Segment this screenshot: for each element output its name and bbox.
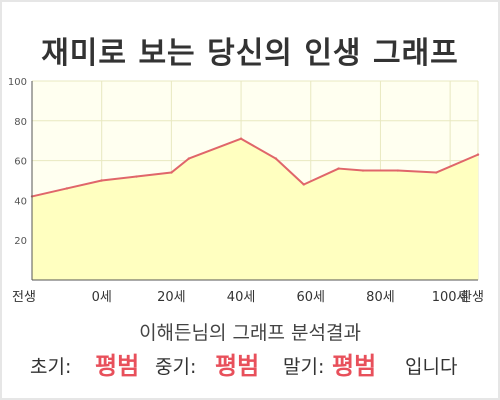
x-tick-label: 환생 bbox=[460, 290, 484, 305]
result-suffix: 입니다 bbox=[405, 356, 458, 378]
x-tick-label: 40세 bbox=[227, 290, 256, 305]
x-tick-label: 0세 bbox=[92, 290, 112, 305]
y-tick-label: 20 bbox=[14, 236, 27, 247]
x-tick-label: 60세 bbox=[296, 290, 325, 305]
x-tick-label: 전생 bbox=[12, 290, 36, 305]
early-value: 평범 bbox=[95, 352, 140, 380]
result-summary: 초기: 평범 중기: 평범 말기: 평범 입니다 bbox=[0, 344, 500, 380]
data-point bbox=[187, 157, 190, 160]
data-point bbox=[361, 169, 365, 172]
late-value: 평범 bbox=[332, 352, 377, 380]
y-tick-label: 80 bbox=[14, 117, 27, 128]
middle-label: 중기: bbox=[155, 356, 197, 378]
result-heading: 이해든님의 그래프 분석결과 bbox=[139, 322, 361, 344]
data-point bbox=[476, 153, 480, 156]
data-point bbox=[302, 183, 305, 186]
y-tick-label: 100 bbox=[8, 77, 27, 88]
page-title: 재미로 보는 당신의 인생 그래프 bbox=[41, 36, 459, 71]
x-tick-label: 20세 bbox=[157, 290, 186, 305]
x-tick-label: 80세 bbox=[366, 290, 395, 305]
area-fill bbox=[32, 138, 478, 280]
late-label: 말기: bbox=[283, 356, 325, 378]
y-tick-label: 60 bbox=[14, 157, 27, 168]
y-tick-label: 40 bbox=[14, 196, 27, 207]
middle-value: 평범 bbox=[215, 352, 260, 380]
x-tick-label: 100세 bbox=[432, 290, 469, 305]
data-point bbox=[337, 167, 340, 170]
data-point bbox=[65, 187, 69, 190]
early-label: 초기: bbox=[30, 356, 72, 378]
series-line bbox=[31, 137, 479, 198]
data-point bbox=[100, 179, 103, 182]
data-point bbox=[274, 157, 278, 160]
data-point bbox=[396, 169, 400, 172]
data-point bbox=[135, 175, 138, 178]
data-point bbox=[170, 171, 173, 174]
data-point bbox=[434, 171, 438, 174]
data-point bbox=[239, 137, 243, 140]
